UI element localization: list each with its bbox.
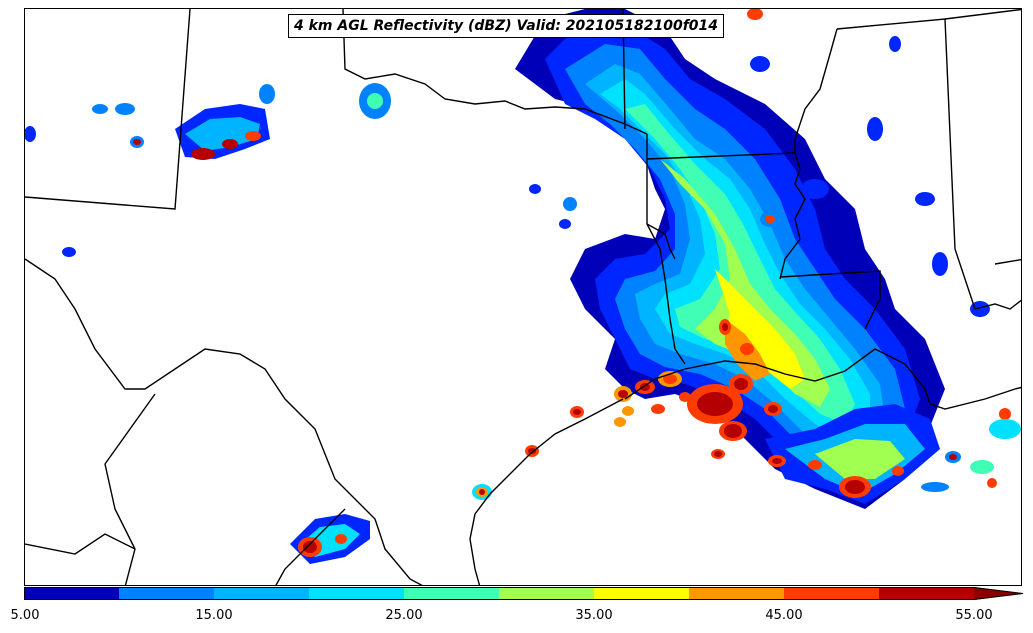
colorbar: [24, 587, 1024, 600]
echo-main-band: [515, 9, 945, 509]
colorbar-tick-label: 15.00: [195, 608, 233, 623]
echo-coastal-cells: [472, 319, 782, 500]
colorbar-bin: [499, 587, 595, 600]
colorbar-tick-label: 35.00: [575, 608, 613, 623]
colorbar-extend-arrow: [974, 587, 1024, 600]
colorbar-bin: [119, 587, 215, 600]
colorbar-tick-label: 55.00: [955, 608, 993, 623]
colorbar-bin: [689, 587, 785, 600]
map-title: 4 km AGL Reflectivity (dBZ) Valid: 20210…: [288, 14, 725, 38]
echo-northwest-cells: [92, 83, 391, 160]
state-boundaries: [25, 9, 1021, 585]
radar-map: [25, 9, 1021, 585]
colorbar-bin: [309, 587, 405, 600]
colorbar-bin: [214, 587, 310, 600]
colorbar-bin: [594, 587, 690, 600]
reflectivity-field: [25, 9, 1021, 564]
colorbar-bin: [879, 587, 975, 600]
colorbar-bin: [784, 587, 880, 600]
colorbar-outline: [24, 587, 1024, 600]
map-panel: [24, 8, 1022, 586]
echo-gulf-area: [765, 404, 1021, 504]
colorbar-bin: [24, 587, 120, 600]
colorbar-tick-label: 5.00: [10, 608, 40, 623]
colorbar-tick-label: 25.00: [385, 608, 423, 623]
colorbar-bin: [404, 587, 500, 600]
echo-southwest-cell: [290, 514, 370, 564]
colorbar-tick-label: 45.00: [765, 608, 803, 623]
echo-northeast-cells: [25, 9, 990, 317]
